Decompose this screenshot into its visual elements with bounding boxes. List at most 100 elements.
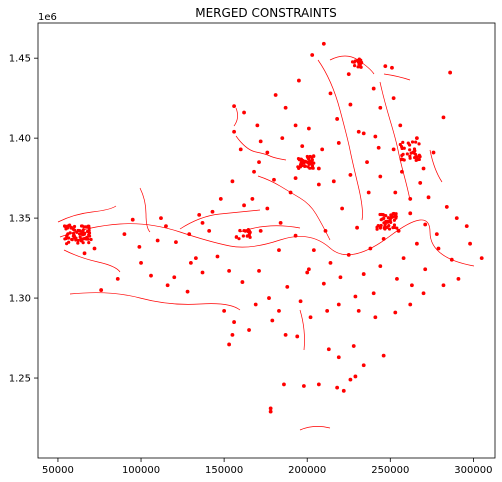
scatter-point	[331, 179, 336, 184]
scatter-point	[335, 117, 340, 121]
scatter-point	[310, 53, 315, 57]
x-axis: 50000 100000 150000 200000 250000 300000	[42, 458, 492, 476]
river-segment	[329, 55, 375, 75]
scatter-point	[193, 256, 198, 260]
scatter-point	[375, 225, 379, 229]
scatter-point	[257, 160, 261, 165]
scatter-point	[79, 224, 84, 228]
scatter-point	[325, 308, 330, 313]
scatter-point	[387, 227, 392, 231]
scatter-point	[348, 102, 353, 107]
scatter-point	[115, 276, 120, 281]
scatter-point	[454, 216, 459, 221]
scatter-point	[78, 229, 82, 233]
scatter-point	[356, 308, 361, 313]
scatter-point	[328, 91, 333, 96]
scatter-point	[277, 248, 281, 252]
chart-title: MERGED CONSTRAINTS	[195, 6, 336, 20]
scatter-point	[353, 374, 358, 379]
scatter-point	[84, 225, 88, 229]
scatter-point	[311, 166, 315, 170]
scatter-point	[389, 220, 393, 224]
scatter-point	[234, 235, 239, 239]
scatter-point	[410, 140, 415, 144]
river-segment	[257, 175, 331, 241]
scatter-point	[99, 288, 104, 292]
scatter-point	[413, 152, 418, 157]
scatter-point	[280, 136, 285, 141]
scatter-point	[79, 232, 84, 236]
scatter-point	[72, 224, 77, 229]
scatter-point	[336, 355, 341, 360]
scatter-point	[215, 254, 220, 259]
scatter-point	[352, 60, 356, 64]
scatter-point	[71, 231, 76, 236]
scatter-point	[431, 150, 436, 155]
scatter-point	[389, 213, 393, 217]
scatter-point	[258, 139, 263, 144]
scatter-point	[242, 110, 246, 115]
scatter-point	[288, 190, 293, 195]
scatter-point	[71, 234, 75, 238]
scatter-point	[326, 347, 331, 352]
scatter-point	[392, 225, 397, 230]
scatter-point	[321, 41, 326, 46]
river-segment	[379, 81, 411, 201]
scatter-point	[197, 213, 202, 217]
scatter-point	[316, 182, 321, 187]
scatter-point	[185, 289, 190, 294]
scatter-point	[312, 161, 316, 165]
scatter-point	[63, 224, 67, 229]
scatter-point	[265, 206, 270, 211]
scatter-point	[312, 154, 316, 158]
scatter-point	[298, 299, 303, 304]
scatter-points	[62, 41, 484, 414]
scatter-point	[283, 105, 288, 110]
scatter-point	[371, 291, 376, 296]
scatter-point	[65, 224, 70, 228]
scatter-point	[383, 224, 387, 228]
scatter-point	[401, 256, 406, 260]
scatter-point	[301, 384, 306, 388]
scatter-point	[81, 237, 85, 241]
scatter-point	[86, 237, 90, 241]
scatter-point	[414, 140, 418, 144]
scatter-point	[426, 195, 431, 200]
scatter-point	[414, 158, 418, 162]
scatter-point	[421, 166, 426, 171]
scatter-point	[306, 161, 310, 165]
scatter-point	[328, 260, 333, 265]
scatter-point	[303, 164, 307, 169]
scatter-point	[297, 78, 301, 83]
scatter-point	[353, 294, 358, 299]
scatter-point	[165, 283, 170, 288]
scatter-point	[352, 64, 357, 68]
scatter-point	[139, 260, 143, 265]
scatter-point	[300, 144, 305, 149]
scatter-point	[66, 232, 70, 236]
river-segment	[383, 73, 411, 81]
scatter-point	[414, 241, 419, 246]
scatter-point	[417, 142, 421, 146]
scatter-point	[361, 272, 366, 276]
scatter-point	[378, 105, 383, 110]
river-segment	[235, 135, 287, 161]
scatter-point	[387, 224, 391, 228]
scatter-point	[64, 227, 68, 231]
river-segment	[317, 59, 363, 221]
scatter-point	[381, 353, 386, 358]
scatter-point	[187, 232, 192, 237]
scatter-point	[247, 328, 251, 332]
scatter-point	[273, 93, 278, 97]
scatter-point	[412, 147, 417, 151]
scatter-point	[277, 308, 281, 313]
scatter-point	[348, 377, 353, 382]
scatter-point	[336, 141, 341, 145]
scatter-point	[398, 142, 402, 147]
scatter-point	[414, 136, 419, 141]
scatter-point	[200, 221, 205, 225]
scatter-point	[69, 225, 74, 230]
scatter-point	[130, 217, 135, 222]
scatter-point	[293, 176, 298, 181]
